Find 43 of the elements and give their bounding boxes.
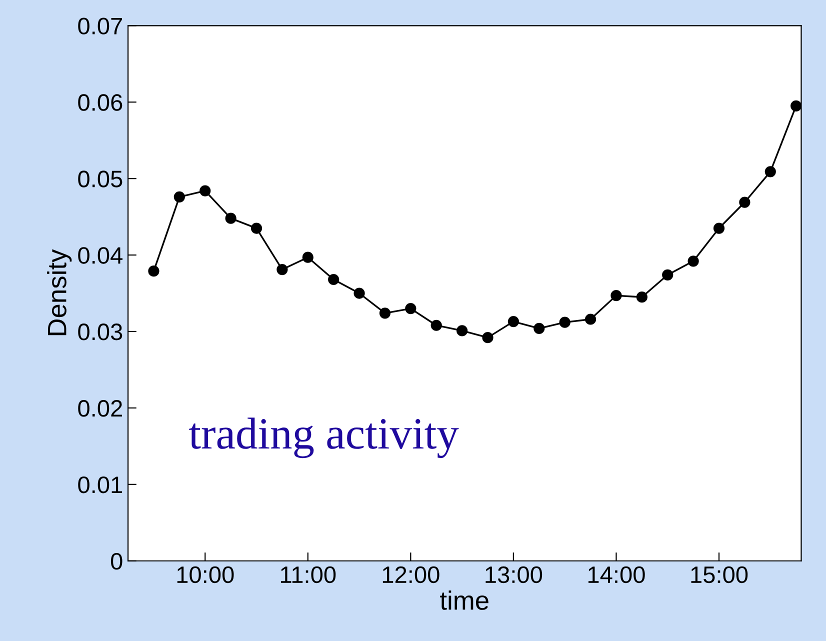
point <box>328 274 340 286</box>
point <box>713 222 725 234</box>
x-axis-title: time <box>440 590 488 610</box>
x-tick-label: 14:00 <box>588 566 645 584</box>
point <box>482 332 494 344</box>
annotation: trading activity <box>189 418 459 458</box>
y-tick-label: 0.04 <box>78 247 122 264</box>
point <box>405 302 416 314</box>
x-tick-label: 10:00 <box>177 566 234 584</box>
point <box>174 191 185 202</box>
point <box>508 316 519 328</box>
point <box>790 100 802 112</box>
point <box>584 314 596 325</box>
point <box>636 292 648 303</box>
y-axis-title: Density <box>47 249 72 336</box>
point <box>302 252 314 263</box>
point <box>250 222 262 234</box>
point <box>225 212 236 224</box>
point <box>430 320 442 331</box>
x-tick-label: 12:00 <box>382 566 440 584</box>
point <box>456 325 468 336</box>
point <box>354 288 365 299</box>
point <box>688 256 699 267</box>
point <box>739 196 750 208</box>
point <box>559 316 570 328</box>
point <box>534 322 545 334</box>
point <box>276 264 288 276</box>
y-tick-label: 0 <box>110 552 122 570</box>
x-tick-label: 15:00 <box>691 566 748 584</box>
y-tick-label: 0.01 <box>78 476 122 494</box>
y-tick-label: 0.05 <box>78 170 122 188</box>
y-tick-label: 0.07 <box>78 18 122 34</box>
y-tick-label: 0.03 <box>78 324 122 340</box>
point <box>610 290 622 302</box>
y-tick-label: 0.02 <box>78 400 122 417</box>
point <box>662 269 674 280</box>
point <box>379 308 391 319</box>
x-tick-label: 13:00 <box>486 566 542 584</box>
y-tick-label: 0.06 <box>78 94 122 111</box>
point <box>764 166 776 178</box>
point <box>148 266 160 277</box>
x-tick-label: 11:00 <box>281 566 336 584</box>
point <box>200 185 211 196</box>
